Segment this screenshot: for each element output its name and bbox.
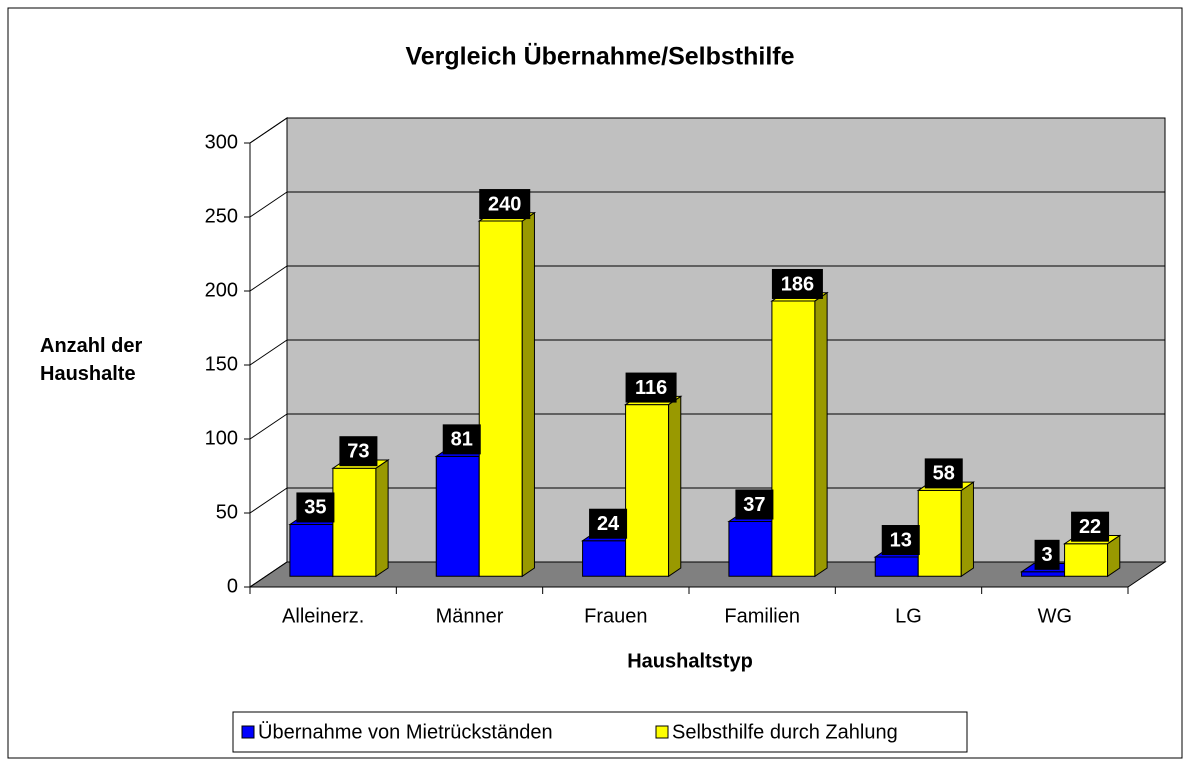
- bar: [874, 556, 919, 577]
- legend-box: [232, 711, 968, 753]
- x-tick-label: Familien: [724, 605, 800, 627]
- grid-line: [249, 487, 288, 514]
- bar-side: [521, 211, 535, 578]
- grid-line: [249, 117, 288, 144]
- data-label-box: [339, 436, 378, 467]
- bar: [332, 467, 377, 577]
- legend-label: Übernahme von Mietrückständen: [258, 721, 553, 743]
- data-label-box: [1071, 511, 1110, 542]
- bar: [1021, 571, 1066, 577]
- bar: [435, 455, 480, 577]
- x-axis-title: Haushaltstyp: [627, 650, 753, 672]
- y-tick-label: 0: [227, 575, 238, 597]
- data-label: 22: [1079, 516, 1101, 538]
- grid-line: [249, 413, 288, 440]
- grid-line: [249, 339, 288, 366]
- grid-line: [249, 191, 288, 218]
- data-label-box: [296, 492, 335, 523]
- y-tick-label: 50: [216, 501, 238, 523]
- chart-title: Vergleich Übernahme/Selbsthilfe: [405, 42, 794, 71]
- grid-line: [249, 561, 288, 588]
- data-label-box: [771, 268, 823, 299]
- bar: [582, 540, 627, 577]
- data-label-box: [625, 372, 677, 403]
- x-tick-label: Männer: [436, 605, 504, 627]
- data-label-box: [735, 489, 774, 520]
- y-tick-label: 100: [205, 427, 238, 449]
- data-label-box: [589, 508, 628, 539]
- y-tick-label: 150: [205, 353, 238, 375]
- bar: [289, 523, 334, 577]
- bar: [728, 520, 773, 577]
- data-label: 58: [933, 463, 955, 485]
- x-tick-label: Alleinerz.: [282, 605, 364, 627]
- bar-side: [668, 395, 682, 578]
- bar-side: [960, 481, 974, 578]
- data-label: 24: [597, 513, 620, 535]
- grid-line: [249, 265, 288, 292]
- data-label-box: [479, 189, 531, 220]
- data-label: 37: [743, 494, 765, 516]
- legend-swatch: [241, 725, 255, 739]
- data-label: 35: [304, 497, 326, 519]
- data-label: 81: [451, 429, 473, 451]
- data-label: 3: [1042, 544, 1053, 566]
- bar-side: [814, 291, 828, 578]
- legend-label: Selbsthilfe durch Zahlung: [672, 721, 898, 743]
- x-tick-label: LG: [895, 605, 922, 627]
- data-label: 13: [890, 529, 912, 551]
- bar: [771, 300, 816, 577]
- x-tick-label: WG: [1038, 605, 1072, 627]
- bar: [1064, 543, 1109, 577]
- legend-swatch: [655, 725, 669, 739]
- y-tick-label: 300: [205, 131, 238, 153]
- data-label-box: [442, 424, 481, 455]
- data-label: 240: [488, 193, 521, 215]
- bar: [625, 404, 670, 577]
- bar: [478, 220, 523, 577]
- y-tick-label: 200: [205, 279, 238, 301]
- data-label: 73: [347, 440, 369, 462]
- y-tick-label: 250: [205, 205, 238, 227]
- data-label: 116: [635, 377, 667, 399]
- y-axis-title: Anzahl der Haushalte: [40, 335, 143, 385]
- data-label: 186: [781, 273, 814, 295]
- data-label-box: [1034, 539, 1060, 570]
- data-label-box: [881, 525, 920, 556]
- bar-side: [375, 459, 389, 578]
- data-label-box: [924, 458, 963, 489]
- x-tick-label: Frauen: [584, 605, 647, 627]
- bar: [917, 489, 962, 577]
